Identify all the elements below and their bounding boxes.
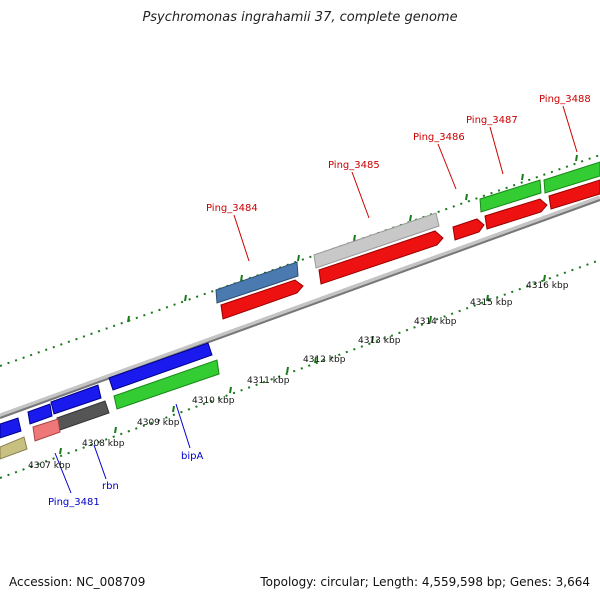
- gene-label-ping-3484[interactable]: Ping_3484: [206, 203, 258, 214]
- gene-blue-upper-right[interactable]: [108, 342, 213, 391]
- scale-label-4307: 4307 kbp: [28, 461, 71, 471]
- gene-ping-3485-red[interactable]: [318, 230, 444, 285]
- gene-ping-3486-red[interactable]: [452, 218, 485, 241]
- lower-major-ticks: [59, 274, 546, 455]
- gene-label-ping-3488[interactable]: Ping_3488: [539, 94, 591, 105]
- gene-green-lower[interactable]: [113, 359, 220, 410]
- scale-label-4311: 4311 kbp: [247, 376, 290, 386]
- gene-label-ping-3487[interactable]: Ping_3487: [466, 115, 518, 126]
- upper-major-ticks: [127, 154, 578, 323]
- scale-label-4312: 4312 kbp: [303, 355, 346, 365]
- accession-text: Accession: NC_008709: [9, 575, 146, 589]
- scale-label-4310: 4310 kbp: [192, 396, 235, 406]
- gene-label-ping-3481[interactable]: Ping_3481: [48, 497, 100, 508]
- gene-olive-edge[interactable]: [0, 436, 28, 460]
- gene-ping-3488-green[interactable]: [543, 161, 600, 194]
- gene-blue-edge[interactable]: [0, 417, 22, 439]
- scale-label-4313: 4313 kbp: [358, 336, 401, 346]
- gene-label-bipa[interactable]: bipA: [181, 451, 203, 462]
- gene-salmon[interactable]: [32, 418, 61, 442]
- gene-ping-3487-green[interactable]: [479, 179, 542, 213]
- scale-label-4308: 4308 kbp: [82, 439, 125, 449]
- scale-label-4309: 4309 kbp: [137, 418, 180, 428]
- gene-blue-small[interactable]: [27, 403, 53, 425]
- genome-backbone: [0, 195, 600, 419]
- genome-backbone-shadow: [0, 199, 600, 419]
- gene-ping-3485-grey[interactable]: [313, 212, 440, 269]
- gene-label-ping-3485[interactable]: Ping_3485: [328, 160, 380, 171]
- bottom-leader-lines: [54, 403, 191, 494]
- gene-ping-3484-red[interactable]: [220, 279, 304, 320]
- scale-label-4315: 4315 kbp: [470, 298, 513, 308]
- genome-stats-text: Topology: circular; Length: 4,559,598 bp…: [260, 575, 590, 589]
- gene-label-rbn[interactable]: rbn: [102, 481, 119, 492]
- upper-tick-track: [0, 154, 600, 367]
- gene-blue-mid[interactable]: [50, 384, 102, 415]
- gene-ping-3487-red[interactable]: [484, 198, 548, 230]
- top-leader-lines: [233, 105, 578, 262]
- map-title: Psychromonas ingrahamii 37, complete gen…: [142, 10, 458, 25]
- scale-label-4316: 4316 kbp: [526, 281, 569, 291]
- scale-label-4314: 4314 kbp: [414, 317, 457, 327]
- gene-ping-3484-steelblue[interactable]: [215, 261, 299, 304]
- gene-ping-3488-red[interactable]: [548, 179, 600, 210]
- gene-label-ping-3486[interactable]: Ping_3486: [413, 132, 465, 143]
